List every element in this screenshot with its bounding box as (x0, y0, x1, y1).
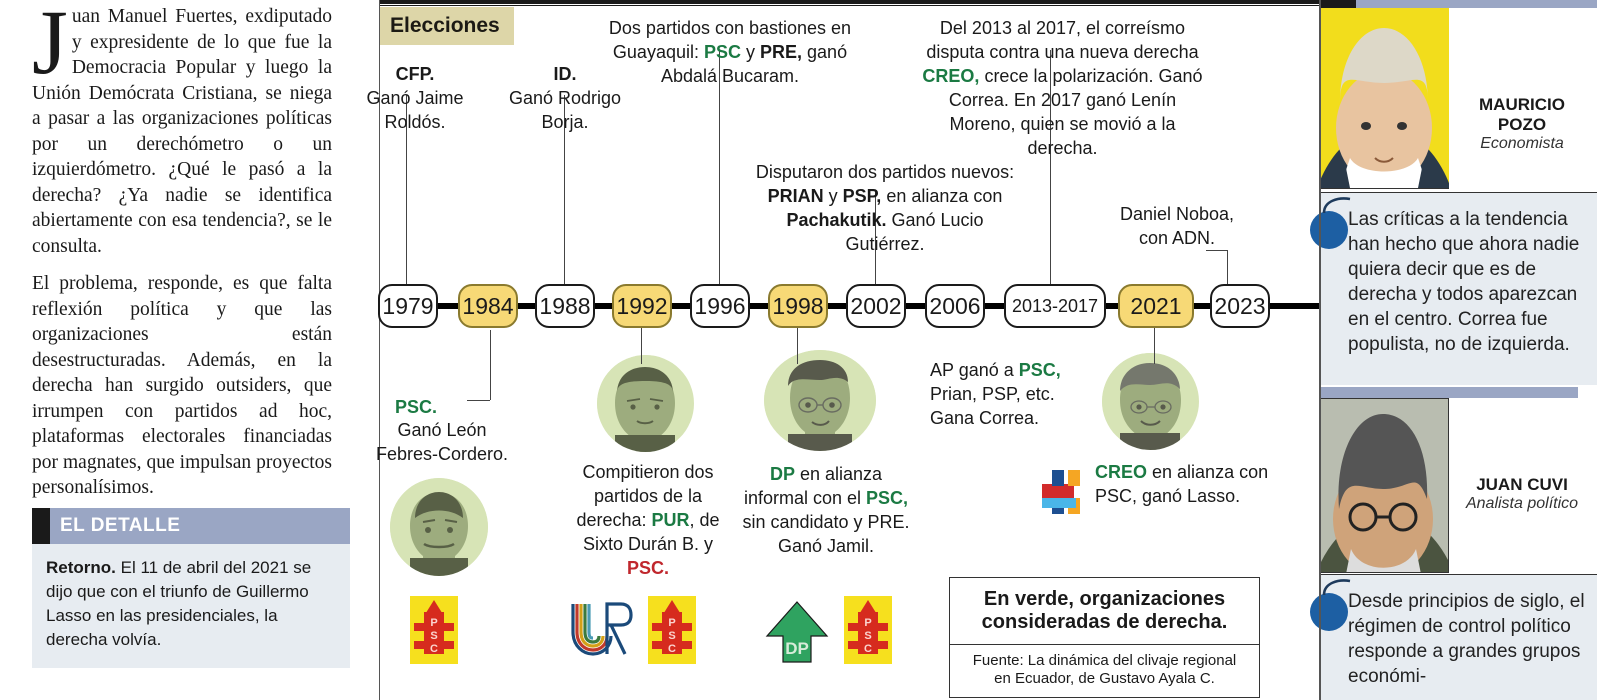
svg-text:C: C (864, 643, 872, 655)
svg-text:S: S (668, 630, 675, 642)
svg-text:S: S (864, 630, 871, 642)
svg-text:C: C (430, 643, 438, 655)
svg-text:DP: DP (785, 639, 809, 658)
svg-text:P: P (864, 617, 871, 629)
svg-text:S: S (430, 630, 437, 642)
svg-text:P: P (430, 617, 437, 629)
svg-text:C: C (668, 643, 676, 655)
svg-text:P: P (668, 617, 675, 629)
